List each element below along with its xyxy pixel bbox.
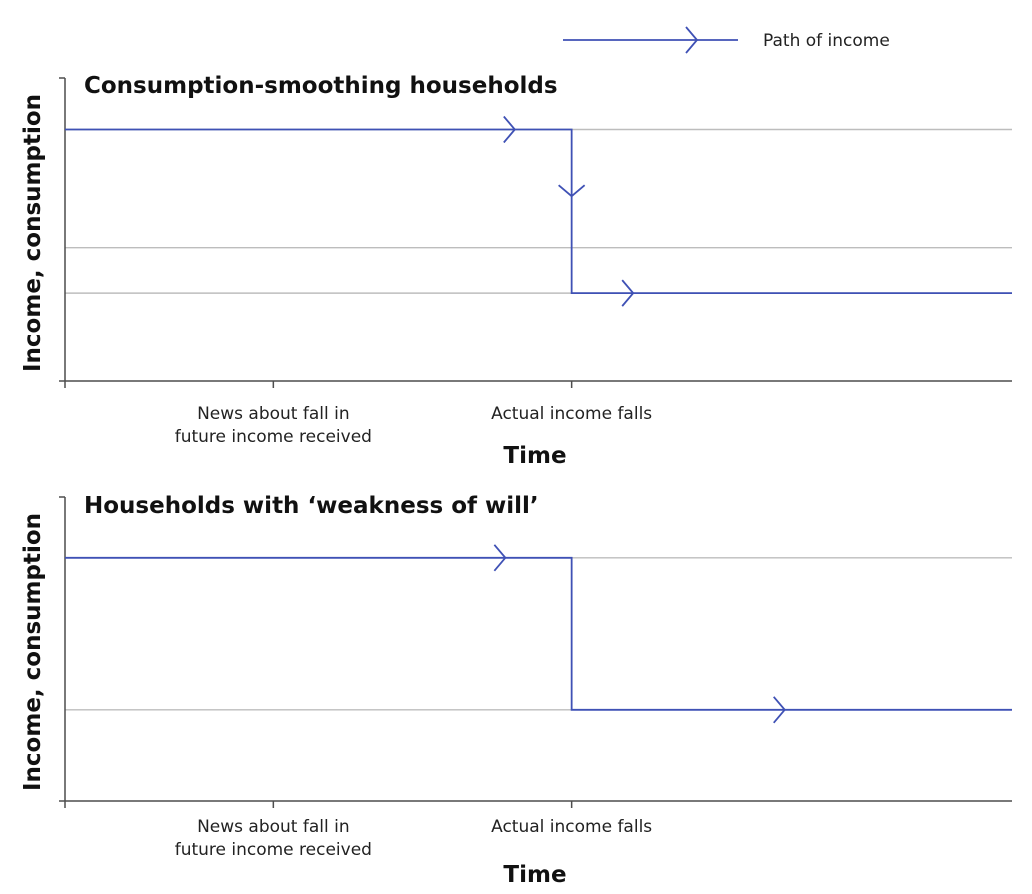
chart-panel-2: News about fall in future income received… — [20, 493, 1012, 888]
x-axis-title: Time — [503, 862, 566, 888]
x-tick-label-line: Actual income falls — [491, 817, 652, 837]
x-tick-label-line: News about fall in — [197, 817, 350, 837]
legend-label: Path of income — [763, 31, 890, 51]
x-tick-label: Actual income falls — [491, 404, 652, 424]
x-tick-label: News about fall in future income received — [175, 817, 372, 860]
legend-arrow-icon — [685, 26, 699, 54]
path-arrow-right-icon — [493, 544, 507, 572]
y-axis-title: Income, consumption — [20, 94, 46, 372]
chart-panel-1: News about fall in future income received… — [20, 73, 1012, 469]
income-path-line — [65, 556, 1012, 711]
x-tick-label-line: News about fall in — [197, 404, 350, 424]
y-axis-title: Income, consumption — [20, 513, 46, 791]
path-arrow-right-icon — [621, 279, 635, 307]
x-tick-label-line: future income received — [175, 840, 372, 860]
x-tick-label-line: Actual income falls — [491, 404, 652, 424]
x-tick-label: News about fall in future income received — [175, 404, 372, 447]
x-axis-title: Time — [503, 443, 566, 469]
path-arrow-down-icon — [558, 184, 586, 198]
panel-title: Households with ‘weakness of will’ — [84, 493, 539, 519]
legend: Path of income — [563, 26, 890, 54]
x-tick-label: Actual income falls — [491, 817, 652, 837]
path-arrow-right-icon — [503, 115, 517, 144]
income-path-line — [65, 128, 1012, 295]
path-arrow-right-icon — [773, 696, 786, 724]
panel-title: Consumption-smoothing households — [84, 73, 558, 99]
x-tick-label-line: future income received — [175, 427, 372, 447]
